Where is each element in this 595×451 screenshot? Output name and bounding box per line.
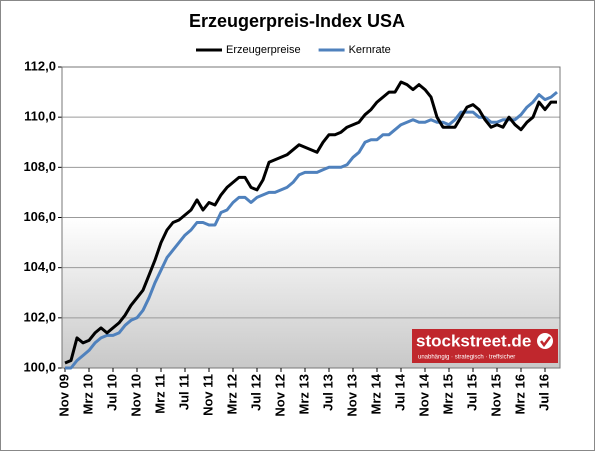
- plot-border: [61, 66, 561, 369]
- x-tick-label: Mrz 15: [440, 374, 455, 414]
- x-tick-label: Nov 12: [272, 374, 287, 417]
- logo-tagline: unabhängig · strategisch · treffsicher: [418, 355, 515, 361]
- logo-text: stockstreet.de: [416, 331, 531, 350]
- series-line: [64, 80, 557, 365]
- y-tick-label: 106,0: [23, 209, 56, 224]
- logo-box: [412, 329, 558, 363]
- series-line: [65, 90, 558, 370]
- x-tick-label: Jul 15: [464, 374, 479, 411]
- x-tick-label: Jul 10: [104, 374, 119, 411]
- x-tick-label: Mrz 12: [224, 374, 239, 414]
- legend-label: Erzeugerpreise: [226, 44, 301, 56]
- x-tick-label: Nov 11: [200, 374, 215, 416]
- y-tick-label: 100,0: [23, 359, 56, 374]
- x-tick-label: Nov 09: [56, 374, 71, 417]
- x-tick-label: Mrz 10: [80, 374, 95, 414]
- x-tick-label: Mrz 16: [512, 374, 527, 414]
- x-tick-label: Jul 11: [176, 374, 191, 410]
- x-tick-label: Nov 13: [344, 374, 359, 417]
- x-tick-label: Mrz 14: [368, 373, 383, 414]
- logo-check: [540, 336, 551, 348]
- x-tick-label: Nov 10: [128, 374, 143, 417]
- x-tick-label: Jul 16: [536, 374, 551, 411]
- x-tick-label: Nov 14: [416, 373, 431, 416]
- y-tick-label: 108,0: [23, 159, 56, 174]
- x-tick-label: Nov 15: [488, 374, 503, 417]
- logo-icon: [537, 333, 553, 349]
- x-tick-label: Mrz 11: [152, 374, 167, 414]
- y-tick-label: 112,0: [24, 58, 56, 73]
- x-tick-label: Jul 12: [248, 374, 263, 411]
- y-tick-label: 102,0: [23, 309, 56, 324]
- x-tick-label: Jul 13: [320, 374, 335, 411]
- chart-title: Erzeugerpreis-Index USA: [189, 11, 405, 31]
- y-tick-label: 104,0: [23, 259, 56, 274]
- legend-label: Kernrate: [349, 44, 391, 56]
- x-tick-label: Jul 14: [392, 373, 407, 411]
- x-tick-label: Mrz 13: [296, 374, 311, 414]
- logo: stockstreet.de unabhängig · strategisch …: [412, 329, 558, 363]
- y-tick-label: 110,0: [24, 109, 56, 124]
